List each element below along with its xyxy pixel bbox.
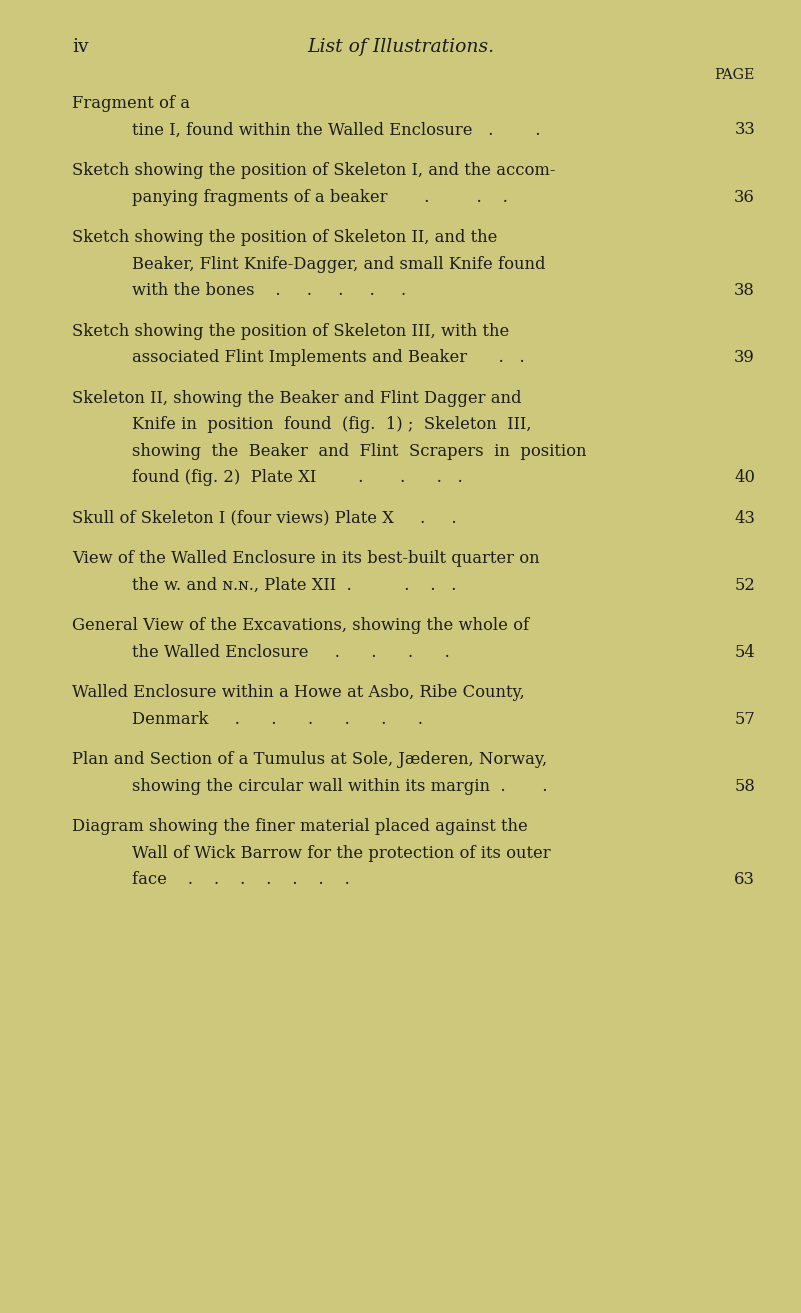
Text: Skeleton II, showing the Beaker and Flint Dagger and: Skeleton II, showing the Beaker and Flin… — [72, 390, 521, 407]
Text: 57: 57 — [735, 710, 755, 727]
Text: List of Illustrations.: List of Illustrations. — [307, 38, 494, 56]
Text: Skull of Skeleton I (four views) Plate X     .     .: Skull of Skeleton I (four views) Plate X… — [72, 509, 457, 527]
Text: face    .    .    .    .    .    .    .: face . . . . . . . — [132, 871, 350, 888]
Text: 43: 43 — [735, 509, 755, 527]
Text: Beaker, Flint Knife-Dagger, and small Knife found: Beaker, Flint Knife-Dagger, and small Kn… — [132, 256, 545, 273]
Text: 58: 58 — [735, 777, 755, 794]
Text: showing the circular wall within its margin  .       .: showing the circular wall within its mar… — [132, 777, 548, 794]
Text: Knife in  position  found  (fig.  1) ;  Skeleton  III,: Knife in position found (fig. 1) ; Skele… — [132, 416, 532, 433]
Text: Denmark     .      .      .      .      .      .: Denmark . . . . . . — [132, 710, 423, 727]
Text: 36: 36 — [735, 189, 755, 206]
Text: View of the Walled Enclosure in its best-built quarter on: View of the Walled Enclosure in its best… — [72, 550, 540, 567]
Text: 38: 38 — [735, 282, 755, 299]
Text: Fragment of a: Fragment of a — [72, 95, 195, 112]
Text: with the bones    .     .     .     .     .: with the bones . . . . . — [132, 282, 406, 299]
Text: 63: 63 — [735, 871, 755, 888]
Text: found (fig. 2)  Plate XI        .       .      .   .: found (fig. 2) Plate XI . . . . — [132, 469, 463, 486]
Text: tine I, found within the Walled Enclosure   .        .: tine I, found within the Walled Enclosur… — [132, 122, 551, 138]
Text: Sketch showing the position of Skeleton I, and the accom-: Sketch showing the position of Skeleton … — [72, 161, 556, 179]
Text: PAGE: PAGE — [714, 68, 755, 81]
Text: Diagram showing the finer material placed against the: Diagram showing the finer material place… — [72, 818, 528, 835]
Text: 54: 54 — [735, 643, 755, 660]
Text: Walled Enclosure within a Howe at Asbo, Ribe County,: Walled Enclosure within a Howe at Asbo, … — [72, 684, 525, 701]
Text: showing  the  Beaker  and  Flint  Scrapers  in  position: showing the Beaker and Flint Scrapers in… — [132, 442, 586, 460]
Text: panying fragments of a beaker       .         .    .: panying fragments of a beaker . . . — [132, 189, 508, 206]
Text: the Walled Enclosure     .      .      .      .: the Walled Enclosure . . . . — [132, 643, 449, 660]
Text: the w. and ɴ.ɴ., Plate XII  .          .    .   .: the w. and ɴ.ɴ., Plate XII . . . . — [132, 576, 457, 593]
Text: Plan and Section of a Tumulus at Sole, Jæderen, Norway,: Plan and Section of a Tumulus at Sole, J… — [72, 751, 547, 768]
Text: Sketch showing the position of Skeleton II, and the: Sketch showing the position of Skeleton … — [72, 228, 497, 246]
Text: 33: 33 — [735, 122, 755, 138]
Text: 52: 52 — [735, 576, 755, 593]
Text: Sketch showing the position of Skeleton III, with the: Sketch showing the position of Skeleton … — [72, 323, 509, 340]
Text: General View of the Excavations, showing the whole of: General View of the Excavations, showing… — [72, 617, 529, 634]
Text: associated Flint Implements and Beaker      .   .: associated Flint Implements and Beaker .… — [132, 349, 525, 366]
Text: iv: iv — [72, 38, 89, 56]
Text: 39: 39 — [735, 349, 755, 366]
Text: 40: 40 — [734, 469, 755, 486]
Text: Wall of Wick Barrow for the protection of its outer: Wall of Wick Barrow for the protection o… — [132, 844, 550, 861]
